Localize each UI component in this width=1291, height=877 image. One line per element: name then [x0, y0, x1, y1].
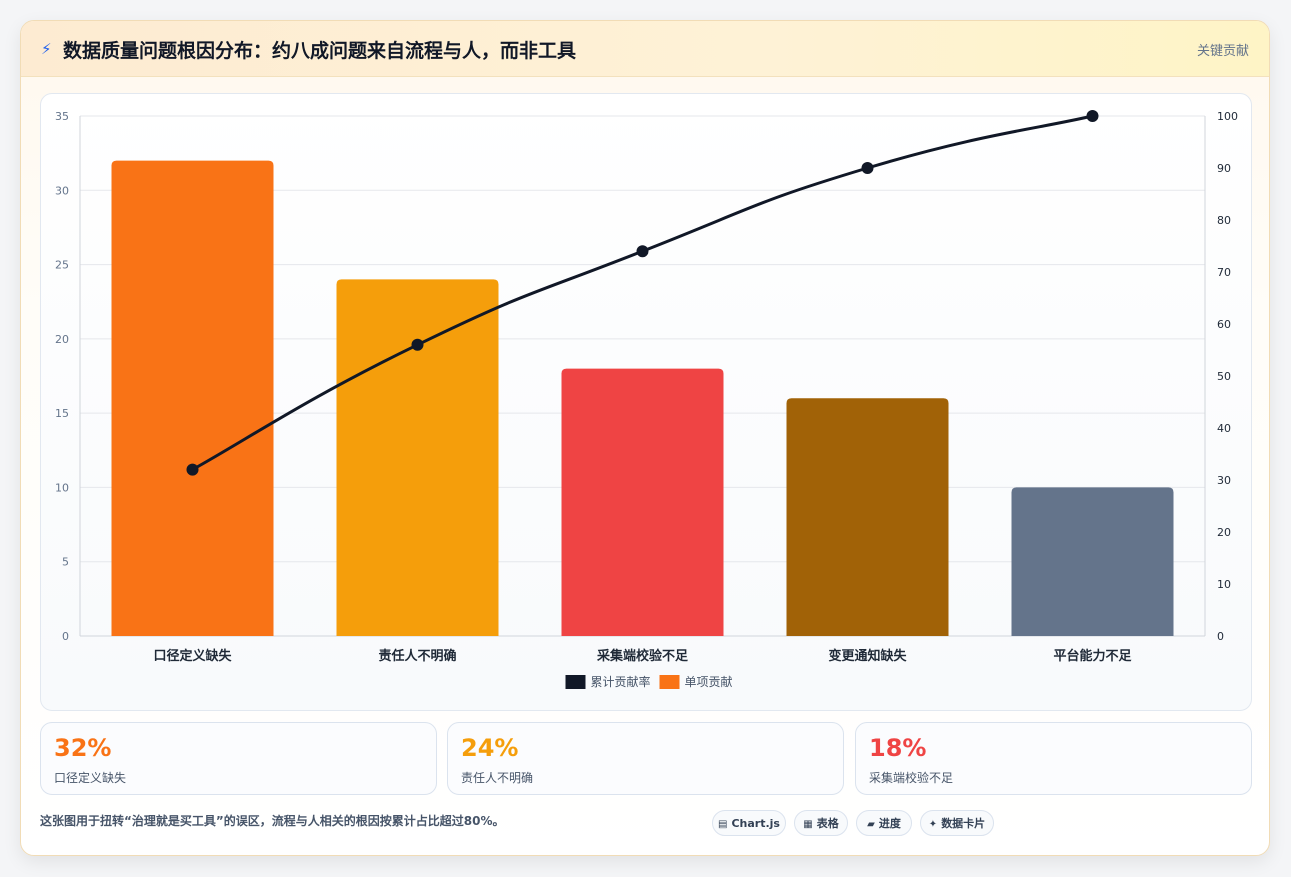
bar-3: [561, 368, 724, 636]
cumulative-point-3: [636, 245, 649, 258]
sparkle-icon: ✦: [928, 819, 938, 830]
chart-panel: 0 5 10 15 20 25 30 35 0 10 20 30 40 50 60 70 80 90 100 口径定义…: [40, 93, 1252, 711]
chip-label: 表格: [816, 817, 839, 830]
y-right-tick-label: 20: [1217, 526, 1231, 539]
table-icon: ▦: [803, 819, 813, 830]
y-right-tick-label: 30: [1217, 474, 1231, 487]
cumulative-point-1: [186, 463, 199, 476]
chart-icon: ▤: [718, 819, 728, 830]
y-right-tick-label: 60: [1217, 318, 1231, 331]
cumulative-point-4: [861, 162, 874, 174]
y-right-tick-label: 40: [1217, 422, 1231, 435]
stat-card-3: 18% 采集端校验不足: [855, 722, 1252, 795]
x-category-label: 平台能力不足: [1053, 648, 1132, 664]
y-left-tick-label: 25: [55, 259, 69, 272]
stat-label: 口径定义缺失: [54, 771, 127, 785]
bar-2: [336, 279, 499, 636]
bar-4: [786, 398, 949, 636]
x-category-label: 采集端校验不足: [596, 648, 689, 664]
footnote: 这张图用于扭转“治理就是买工具”的误区，流程与人相关的根因按累计占比超过80%。: [40, 814, 505, 828]
chart-title: 数据质量问题根因分布：约八成问题来自流程与人，而非工具: [63, 40, 577, 62]
legend-label: 累计贡献率: [591, 674, 651, 689]
stat-value: 24%: [461, 734, 519, 762]
stat-label: 责任人不明确: [461, 771, 534, 785]
x-category-label: 变更通知缺失: [828, 648, 907, 664]
chip-label: 进度: [878, 817, 901, 830]
x-category-label: 口径定义缺失: [153, 648, 232, 664]
stat-value: 32%: [54, 734, 112, 762]
x-category-label: 责任人不明确: [378, 648, 456, 664]
chip-table[interactable]: ▦ 表格: [794, 810, 848, 836]
y-right-tick-label: 0: [1217, 630, 1224, 643]
y-left-tick-label: 5: [62, 556, 69, 569]
legend-swatch: [565, 675, 586, 689]
y-right-tick-label: 80: [1217, 214, 1231, 227]
bar-1: [111, 160, 274, 637]
legend-swatch: [659, 675, 680, 689]
y-right-tick-label: 10: [1217, 578, 1231, 591]
lightning-icon: ⚡: [41, 40, 52, 58]
chip-progress[interactable]: ▰ 进度: [856, 810, 912, 836]
chip-label: Chart.js: [731, 817, 780, 830]
stat-card-2: 24% 责任人不明确: [447, 722, 844, 795]
y-right-tick-label: 100: [1217, 110, 1238, 123]
y-right-tick-label: 50: [1217, 370, 1231, 383]
chart-card: ⚡ 数据质量问题根因分布：约八成问题来自流程与人，而非工具 关键贡献 0 5 10 1…: [20, 20, 1270, 856]
y-left-tick-label: 30: [55, 184, 69, 197]
legend-label: 单项贡献: [685, 674, 733, 689]
chip-label: 数据卡片: [941, 817, 986, 830]
stat-value: 18%: [869, 734, 927, 762]
chip-chartjs[interactable]: ▤ Chart.js: [712, 810, 786, 836]
y-left-tick-label: 0: [62, 630, 69, 643]
stat-card-1: 32% 口径定义缺失: [40, 722, 437, 795]
header-tag: 关键贡献: [1196, 44, 1249, 59]
bar-5: [1011, 487, 1174, 636]
stat-label: 采集端校验不足: [869, 771, 954, 785]
chip-data-card[interactable]: ✦ 数据卡片: [920, 810, 994, 836]
y-left-tick-label: 35: [55, 110, 69, 123]
pareto-chart: 0 5 10 15 20 25 30 35 0 10 20 30 40 50 60 70 80 90 100 口径定义…: [55, 110, 1238, 689]
y-right-tick-label: 70: [1217, 266, 1231, 279]
y-right-tick-label: 90: [1217, 162, 1231, 175]
y-left-tick-label: 10: [55, 481, 69, 494]
progress-icon: ▰: [867, 819, 875, 830]
y-left-tick-label: 15: [55, 407, 69, 420]
card-header: ⚡ 数据质量问题根因分布：约八成问题来自流程与人，而非工具 关键贡献: [21, 21, 1269, 77]
y-left-tick-label: 20: [55, 333, 69, 346]
cumulative-point-2: [411, 338, 424, 351]
cumulative-point-5: [1086, 110, 1099, 122]
